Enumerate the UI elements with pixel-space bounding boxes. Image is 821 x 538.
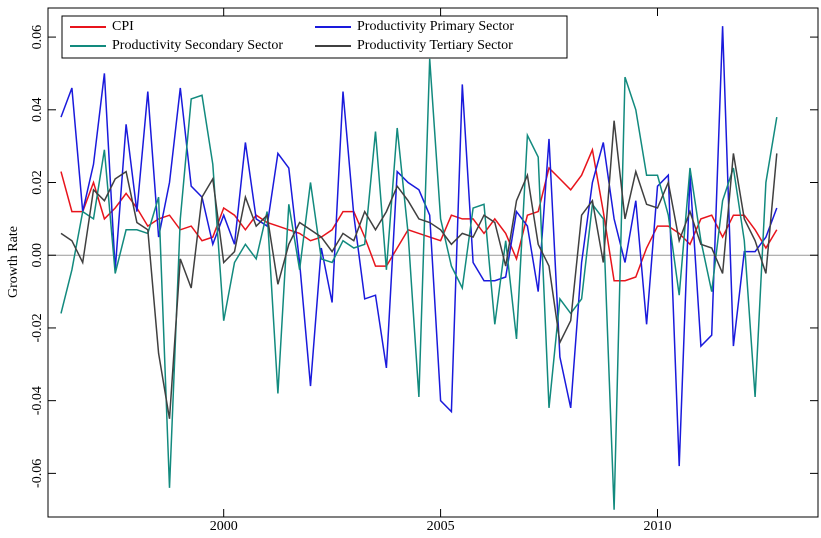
line-series: [60, 26, 778, 467]
y-tick-label: -0.02: [30, 313, 45, 342]
line-series: [60, 58, 778, 510]
legend-label: Productivity Secondary Sector: [112, 38, 283, 53]
legend-label: Productivity Primary Sector: [357, 19, 514, 34]
y-tick-label: 0.02: [30, 170, 45, 195]
legend-box: [61, 15, 568, 59]
y-tick-label: 0.00: [30, 243, 45, 268]
x-tick-label: 2005: [427, 519, 455, 533]
y-tick-label: 0.04: [30, 98, 45, 123]
line-series: [60, 120, 778, 419]
y-tick-label: 0.06: [30, 25, 45, 50]
x-tick-label: 2010: [643, 519, 671, 533]
legend-label: Productivity Tertiary Sector: [357, 38, 513, 53]
legend-label: CPI: [112, 19, 134, 34]
y-axis-label: Growth Rate: [6, 226, 21, 298]
x-tick-label: 2000: [210, 519, 238, 533]
plot-frame: [47, 7, 819, 518]
y-tick-label: -0.04: [30, 386, 45, 415]
y-tick-label: -0.06: [30, 459, 45, 488]
